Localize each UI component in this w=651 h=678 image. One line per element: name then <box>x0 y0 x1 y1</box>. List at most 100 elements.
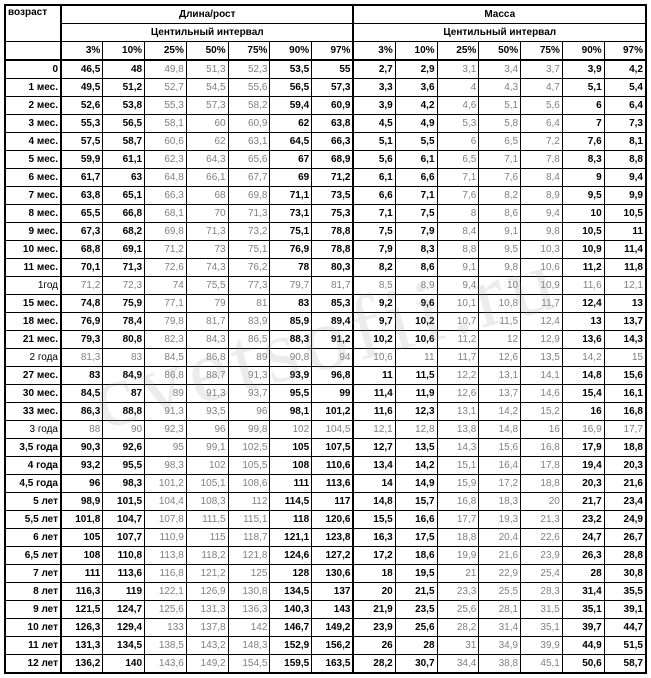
mass-cell: 10,6 <box>395 331 437 349</box>
mass-cell: 6,5 <box>479 133 521 151</box>
mass-cell: 15,6 <box>604 367 646 385</box>
len-cell: 49,8 <box>145 60 187 79</box>
len-cell: 53,5 <box>270 60 312 79</box>
len-cell: 60,9 <box>312 97 354 115</box>
mass-cell: 15,5 <box>353 511 395 529</box>
mass-cell: 23,9 <box>353 619 395 637</box>
mass-cell: 8,1 <box>604 133 646 151</box>
len-cell: 156,2 <box>312 637 354 655</box>
len-cell: 111 <box>270 475 312 493</box>
mass-cell: 2,9 <box>395 60 437 79</box>
len-cell: 98,9 <box>61 493 103 511</box>
age-cell: 33 мес. <box>5 403 61 421</box>
mass-cell: 8,8 <box>604 151 646 169</box>
len-cell: 125 <box>228 565 270 583</box>
mass-cell: 10,5 <box>562 223 604 241</box>
len-cell: 75,5 <box>186 277 228 295</box>
mass-cell: 8,6 <box>479 205 521 223</box>
mass-cell: 14,2 <box>395 457 437 475</box>
mass-cell: 21,6 <box>479 547 521 565</box>
len-cell: 149,2 <box>312 619 354 637</box>
len-cell: 96 <box>186 421 228 439</box>
mass-cell: 9,1 <box>437 259 479 277</box>
len-cell: 108,3 <box>186 493 228 511</box>
len-cell: 75,1 <box>270 223 312 241</box>
len-cell: 75,3 <box>312 205 354 223</box>
len-cell: 58,1 <box>145 115 187 133</box>
mass-cell: 23,4 <box>604 493 646 511</box>
len-cell: 68,8 <box>61 241 103 259</box>
age-cell: 4,5 года <box>5 475 61 493</box>
len-cell: 55 <box>312 60 354 79</box>
mass-cell: 11 <box>395 349 437 367</box>
mass-cell: 28,2 <box>437 619 479 637</box>
len-cell: 68,1 <box>145 205 187 223</box>
mass-cell: 10,9 <box>521 277 563 295</box>
mass-cell: 7,6 <box>562 133 604 151</box>
len-cell: 159,5 <box>270 655 312 674</box>
len-cell: 92,3 <box>145 421 187 439</box>
len-cell: 79,3 <box>61 331 103 349</box>
hdr-pct: 3% <box>61 42 103 61</box>
mass-cell: 7,9 <box>353 241 395 259</box>
mass-cell: 11,5 <box>395 367 437 385</box>
len-cell: 77,3 <box>228 277 270 295</box>
len-cell: 138,5 <box>145 637 187 655</box>
len-cell: 104,7 <box>103 511 145 529</box>
len-cell: 108,6 <box>228 475 270 493</box>
mass-cell: 58,7 <box>604 655 646 674</box>
len-cell: 107,5 <box>312 439 354 457</box>
mass-cell: 9,5 <box>479 241 521 259</box>
mass-cell: 24,9 <box>604 511 646 529</box>
mass-cell: 12,4 <box>521 313 563 331</box>
len-cell: 51,3 <box>186 60 228 79</box>
len-cell: 91,2 <box>312 331 354 349</box>
len-cell: 86,8 <box>186 349 228 367</box>
mass-cell: 7,3 <box>604 115 646 133</box>
mass-cell: 51,5 <box>604 637 646 655</box>
len-cell: 88,7 <box>186 367 228 385</box>
len-cell: 70 <box>186 205 228 223</box>
len-cell: 77,1 <box>145 295 187 313</box>
mass-cell: 16,3 <box>353 529 395 547</box>
age-cell: 10 мес. <box>5 241 61 259</box>
mass-cell: 15,7 <box>395 493 437 511</box>
len-cell: 91,3 <box>228 367 270 385</box>
len-cell: 143,6 <box>145 655 187 674</box>
len-cell: 85,9 <box>270 313 312 331</box>
len-cell: 73 <box>186 241 228 259</box>
mass-cell: 6,6 <box>353 187 395 205</box>
len-cell: 81,3 <box>61 349 103 367</box>
len-cell: 91,3 <box>186 385 228 403</box>
len-cell: 69,8 <box>228 187 270 205</box>
hdr-pct: 75% <box>521 42 563 61</box>
mass-cell: 10,5 <box>604 205 646 223</box>
mass-cell: 7,9 <box>395 223 437 241</box>
len-cell: 68,2 <box>103 223 145 241</box>
len-cell: 55,3 <box>61 115 103 133</box>
hdr-pct: 90% <box>270 42 312 61</box>
age-cell: 12 лет <box>5 655 61 674</box>
hdr-centile-m: Центильный интервал <box>353 24 646 42</box>
len-cell: 80,3 <box>312 259 354 277</box>
len-cell: 71,1 <box>270 187 312 205</box>
mass-cell: 15,2 <box>521 403 563 421</box>
mass-cell: 12,9 <box>521 331 563 349</box>
len-cell: 118,7 <box>228 529 270 547</box>
len-cell: 107,8 <box>145 511 187 529</box>
len-cell: 86,3 <box>61 403 103 421</box>
age-cell: 7 мес. <box>5 187 61 205</box>
mass-cell: 31,4 <box>479 619 521 637</box>
len-cell: 59,9 <box>61 151 103 169</box>
len-cell: 75,1 <box>228 241 270 259</box>
mass-cell: 20,4 <box>479 529 521 547</box>
len-cell: 48 <box>103 60 145 79</box>
mass-cell: 14,8 <box>479 421 521 439</box>
len-cell: 101,8 <box>61 511 103 529</box>
age-cell: 3,5 года <box>5 439 61 457</box>
hdr-age: возраст <box>5 5 61 42</box>
mass-cell: 21,3 <box>521 511 563 529</box>
age-cell: 2 года <box>5 349 61 367</box>
mass-cell: 13,1 <box>437 403 479 421</box>
age-cell: 15 мес. <box>5 295 61 313</box>
